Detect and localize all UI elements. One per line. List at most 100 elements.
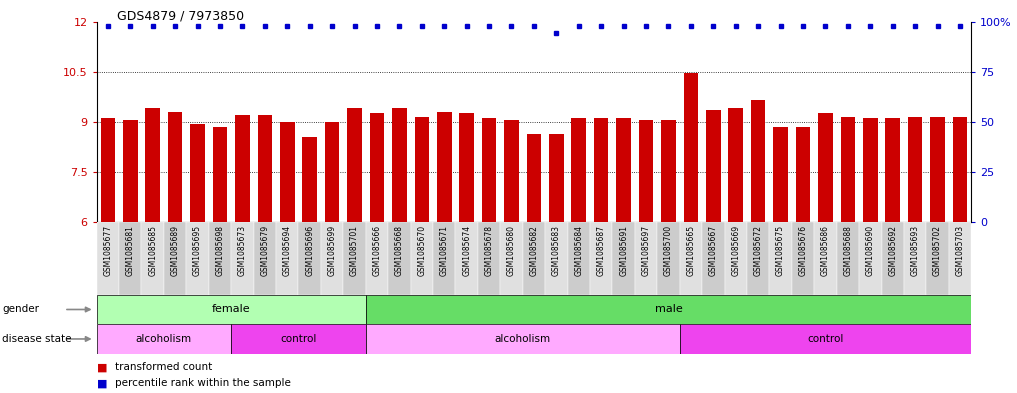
Text: GSM1085687: GSM1085687 [597, 225, 606, 276]
Bar [344, 222, 366, 295]
Bar [908, 117, 922, 222]
Text: GSM1085666: GSM1085666 [372, 225, 381, 276]
Bar [190, 123, 204, 222]
Bar [953, 117, 967, 222]
Text: alcoholism: alcoholism [494, 334, 551, 344]
Bar [366, 222, 388, 295]
Text: GSM1085701: GSM1085701 [350, 225, 359, 276]
Text: GSM1085676: GSM1085676 [798, 225, 807, 276]
Text: GSM1085699: GSM1085699 [327, 225, 337, 276]
Bar [298, 222, 321, 295]
Bar [123, 120, 137, 222]
Text: GSM1085670: GSM1085670 [417, 225, 426, 276]
Bar [145, 108, 160, 222]
Bar [500, 222, 523, 295]
Bar [276, 222, 298, 295]
Bar [815, 222, 837, 295]
Text: GSM1085694: GSM1085694 [283, 225, 292, 276]
Text: GSM1085696: GSM1085696 [305, 225, 314, 276]
Bar [257, 115, 273, 222]
Bar [141, 222, 164, 295]
Bar [97, 324, 231, 354]
Bar [186, 222, 208, 295]
Bar [437, 112, 452, 222]
Bar [347, 108, 362, 222]
Bar [926, 222, 949, 295]
Bar [302, 137, 317, 222]
Text: GSM1085674: GSM1085674 [462, 225, 471, 276]
Text: GSM1085693: GSM1085693 [910, 225, 919, 276]
Bar [415, 117, 429, 222]
Bar [456, 222, 478, 295]
Bar [388, 222, 411, 295]
Bar [253, 222, 276, 295]
Bar [280, 122, 295, 222]
Bar [837, 222, 859, 295]
Bar [324, 122, 340, 222]
Bar [482, 119, 496, 222]
Text: female: female [212, 305, 250, 314]
Text: GSM1085697: GSM1085697 [642, 225, 651, 276]
Bar [904, 222, 926, 295]
Bar [679, 324, 971, 354]
Bar [724, 222, 746, 295]
Bar [321, 222, 344, 295]
Bar [728, 108, 743, 222]
Bar [231, 324, 366, 354]
Text: GSM1085667: GSM1085667 [709, 225, 718, 276]
Bar [433, 222, 456, 295]
Bar [795, 127, 811, 222]
Text: GSM1085682: GSM1085682 [530, 225, 538, 276]
Bar [751, 100, 766, 222]
Bar [97, 222, 119, 295]
Text: GSM1085702: GSM1085702 [933, 225, 942, 276]
Bar [235, 115, 250, 222]
Text: GSM1085679: GSM1085679 [260, 225, 270, 276]
Bar [679, 222, 702, 295]
Bar [504, 120, 519, 222]
Bar [683, 73, 699, 222]
Bar [411, 222, 433, 295]
Bar [770, 222, 792, 295]
Bar [886, 119, 900, 222]
Bar [168, 112, 182, 222]
Text: ■: ■ [97, 378, 107, 388]
Bar [119, 222, 141, 295]
Bar [213, 127, 227, 222]
Bar [208, 222, 231, 295]
Text: male: male [655, 305, 682, 314]
Text: GSM1085675: GSM1085675 [776, 225, 785, 276]
Text: GSM1085688: GSM1085688 [843, 225, 852, 276]
Text: GSM1085686: GSM1085686 [821, 225, 830, 276]
Text: gender: gender [2, 305, 39, 314]
Text: disease state: disease state [2, 334, 71, 344]
Text: GSM1085683: GSM1085683 [552, 225, 560, 276]
Text: GSM1085700: GSM1085700 [664, 225, 673, 276]
Text: GSM1085673: GSM1085673 [238, 225, 247, 276]
Bar [773, 127, 788, 222]
Bar [567, 222, 590, 295]
Bar [545, 222, 567, 295]
Bar [594, 119, 608, 222]
Bar [792, 222, 815, 295]
Bar [101, 119, 115, 222]
Text: transformed count: transformed count [115, 362, 213, 373]
Bar [616, 119, 631, 222]
Bar [366, 295, 971, 324]
Bar [931, 117, 945, 222]
Text: GSM1085681: GSM1085681 [126, 225, 135, 276]
Bar [572, 119, 586, 222]
Bar [527, 134, 541, 222]
Text: control: control [807, 334, 844, 344]
Text: GSM1085665: GSM1085665 [686, 225, 696, 276]
Bar [657, 222, 679, 295]
Text: GSM1085695: GSM1085695 [193, 225, 202, 276]
Bar [702, 222, 724, 295]
Text: control: control [281, 334, 316, 344]
Bar [369, 114, 384, 222]
Bar [164, 222, 186, 295]
Text: GSM1085703: GSM1085703 [956, 225, 964, 276]
Text: GSM1085684: GSM1085684 [575, 225, 584, 276]
Bar [478, 222, 500, 295]
Bar [460, 114, 474, 222]
